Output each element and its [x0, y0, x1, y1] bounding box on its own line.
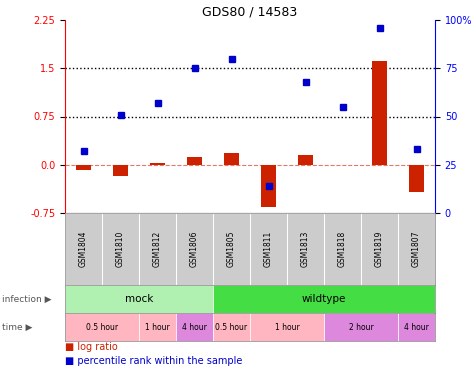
Bar [213, 313, 250, 341]
Text: GSM1818: GSM1818 [338, 231, 347, 267]
Bar [76, 165, 91, 170]
Bar [139, 313, 176, 341]
Bar [398, 213, 435, 285]
Text: 0.5 hour: 0.5 hour [86, 322, 118, 332]
Bar [139, 213, 176, 285]
Bar [250, 213, 287, 285]
Bar [261, 165, 276, 206]
Bar [224, 153, 239, 165]
Bar [213, 213, 250, 285]
Bar [187, 157, 202, 165]
Text: GSM1805: GSM1805 [227, 231, 236, 267]
Bar [113, 165, 128, 176]
Bar [150, 164, 165, 165]
Text: 4 hour: 4 hour [404, 322, 429, 332]
Text: GSM1812: GSM1812 [153, 231, 162, 267]
Bar [372, 60, 387, 165]
Text: GSM1819: GSM1819 [375, 231, 384, 267]
Text: GSM1811: GSM1811 [264, 231, 273, 267]
Bar [176, 313, 213, 341]
Text: 1 hour: 1 hour [145, 322, 170, 332]
Bar [176, 213, 213, 285]
Bar [65, 213, 102, 285]
Bar [398, 313, 435, 341]
Bar [213, 285, 435, 313]
Text: time ▶: time ▶ [2, 322, 33, 332]
Text: mock: mock [125, 294, 153, 304]
Text: GSM1804: GSM1804 [79, 231, 88, 267]
Text: GSM1806: GSM1806 [190, 231, 199, 267]
Bar [65, 285, 213, 313]
Bar [324, 213, 361, 285]
Text: 4 hour: 4 hour [182, 322, 207, 332]
Text: ■ percentile rank within the sample: ■ percentile rank within the sample [65, 355, 242, 366]
Title: GDS80 / 14583: GDS80 / 14583 [202, 6, 298, 19]
Text: 0.5 hour: 0.5 hour [216, 322, 247, 332]
Text: GSM1810: GSM1810 [116, 231, 125, 267]
Bar [102, 213, 139, 285]
Text: infection ▶: infection ▶ [2, 295, 52, 303]
Bar [409, 165, 424, 192]
Bar [324, 313, 398, 341]
Text: ■ log ratio: ■ log ratio [65, 343, 118, 352]
Text: wildtype: wildtype [302, 294, 346, 304]
Bar [287, 213, 324, 285]
Text: 2 hour: 2 hour [349, 322, 373, 332]
Text: GSM1807: GSM1807 [412, 231, 421, 267]
Bar [65, 313, 139, 341]
Text: GSM1813: GSM1813 [301, 231, 310, 267]
Bar [361, 213, 398, 285]
Bar [250, 313, 324, 341]
Bar [298, 155, 313, 165]
Text: 1 hour: 1 hour [275, 322, 299, 332]
